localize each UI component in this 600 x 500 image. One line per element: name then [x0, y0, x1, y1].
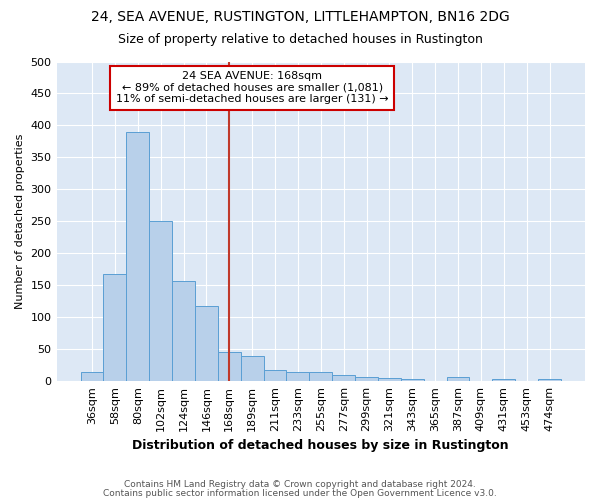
Bar — [218, 352, 241, 381]
Bar — [446, 378, 469, 381]
Bar — [332, 375, 355, 381]
Bar — [241, 356, 263, 381]
Bar — [103, 274, 127, 381]
Bar — [286, 372, 310, 381]
Text: Contains HM Land Registry data © Crown copyright and database right 2024.: Contains HM Land Registry data © Crown c… — [124, 480, 476, 489]
Bar — [355, 378, 378, 381]
Bar — [493, 380, 515, 381]
Bar — [310, 372, 332, 381]
Bar — [80, 372, 103, 381]
Text: Contains public sector information licensed under the Open Government Licence v3: Contains public sector information licen… — [103, 488, 497, 498]
Bar — [149, 222, 172, 381]
Bar — [538, 378, 561, 381]
Bar — [172, 281, 195, 381]
X-axis label: Distribution of detached houses by size in Rustington: Distribution of detached houses by size … — [133, 440, 509, 452]
Text: 24, SEA AVENUE, RUSTINGTON, LITTLEHAMPTON, BN16 2DG: 24, SEA AVENUE, RUSTINGTON, LITTLEHAMPTO… — [91, 10, 509, 24]
Text: 24 SEA AVENUE: 168sqm
← 89% of detached houses are smaller (1,081)
11% of semi-d: 24 SEA AVENUE: 168sqm ← 89% of detached … — [116, 71, 388, 104]
Bar — [127, 132, 149, 381]
Text: Size of property relative to detached houses in Rustington: Size of property relative to detached ho… — [118, 32, 482, 46]
Bar — [401, 380, 424, 381]
Bar — [263, 370, 286, 381]
Bar — [195, 306, 218, 381]
Y-axis label: Number of detached properties: Number of detached properties — [15, 134, 25, 309]
Bar — [378, 378, 401, 381]
